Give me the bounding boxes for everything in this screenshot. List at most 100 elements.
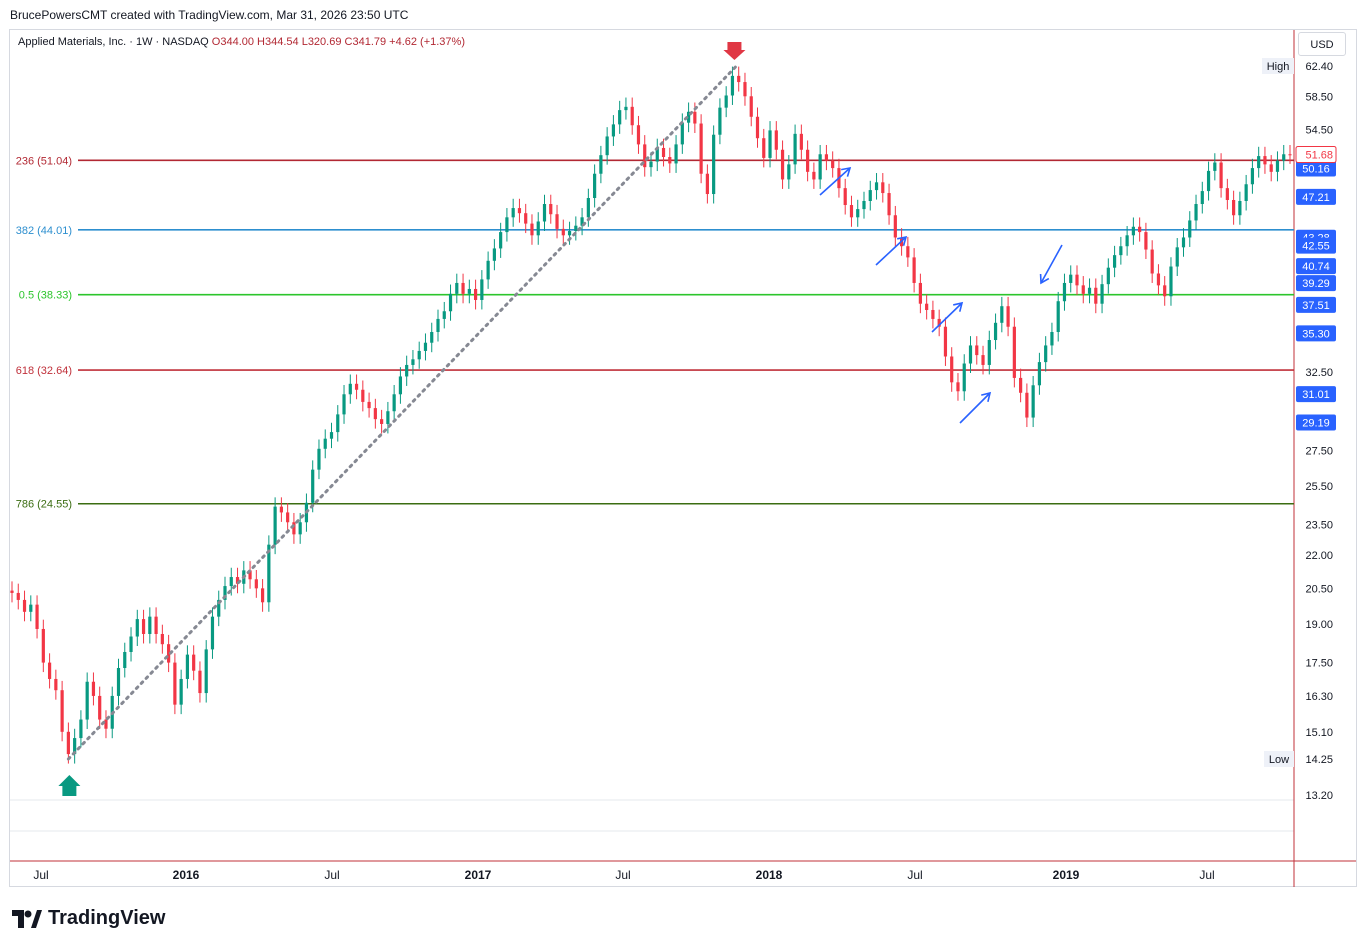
candle <box>831 151 835 178</box>
price-badge: 47.21 <box>1296 188 1336 205</box>
candle-body <box>348 383 352 395</box>
candle-body <box>1094 287 1098 304</box>
candle <box>824 144 829 171</box>
candle <box>235 567 240 594</box>
candle-body <box>35 604 39 629</box>
time-axis-label: 2018 <box>756 868 783 882</box>
candle-body <box>1188 220 1192 238</box>
candle <box>1188 211 1192 247</box>
candle-body <box>599 155 603 174</box>
candle <box>16 583 20 610</box>
candle-body <box>436 318 440 332</box>
candle <box>1181 228 1186 257</box>
candle <box>380 409 384 434</box>
candle <box>1250 158 1255 194</box>
candle-body <box>624 106 628 111</box>
candle-body <box>129 636 133 652</box>
price-axis-label: 14.25 <box>1305 754 1333 766</box>
candle-body <box>336 414 340 433</box>
candle <box>818 144 822 189</box>
currency-button[interactable]: USD <box>1298 32 1346 56</box>
candle-body <box>405 364 409 377</box>
candle <box>925 294 929 320</box>
candle <box>361 380 365 412</box>
candle <box>1169 257 1173 306</box>
candle-body <box>373 408 377 420</box>
candle-body <box>856 209 860 218</box>
candle <box>993 313 998 350</box>
candle <box>868 180 872 211</box>
price-axis-label: 17.50 <box>1305 658 1333 670</box>
candle-body <box>993 322 998 341</box>
candle-body <box>217 599 221 617</box>
candle-body <box>1263 156 1267 165</box>
candle <box>636 115 641 154</box>
candle <box>937 309 941 337</box>
candle <box>505 208 509 242</box>
candle <box>405 355 409 386</box>
candle <box>530 214 534 245</box>
candle-body <box>618 110 622 125</box>
candle-body <box>774 130 778 150</box>
tradingview-logo[interactable]: TradingView <box>12 907 165 930</box>
candle-body <box>448 293 453 312</box>
candle-body <box>843 188 847 206</box>
candle-body <box>273 506 277 545</box>
time-axis-label: 2016 <box>173 868 200 882</box>
candle-body <box>260 588 265 603</box>
candle <box>273 497 277 555</box>
candle <box>398 367 403 404</box>
candle <box>1269 155 1273 182</box>
blue-arrow-4 <box>959 391 992 424</box>
candle <box>618 100 622 134</box>
price-badge: 37.51 <box>1296 296 1336 313</box>
candle-body <box>1250 168 1255 185</box>
candle <box>730 66 735 105</box>
candle <box>1282 144 1286 171</box>
candle <box>1219 153 1223 198</box>
candle-body <box>1257 156 1261 169</box>
candle-body <box>480 279 484 300</box>
candle-body <box>987 340 991 365</box>
candle-body <box>636 125 641 145</box>
candle <box>881 173 885 203</box>
candle <box>1119 236 1123 265</box>
candle <box>430 322 434 353</box>
candle <box>154 607 158 644</box>
candle-body <box>248 570 252 580</box>
candle-body <box>737 75 741 83</box>
candle-body <box>79 719 83 739</box>
candle <box>918 273 922 314</box>
candle <box>1175 238 1179 277</box>
candle-body <box>937 318 941 327</box>
svg-text:42.55: 42.55 <box>1302 241 1330 253</box>
candle-body <box>1169 266 1173 297</box>
candle <box>1125 226 1129 256</box>
candle-body <box>1282 154 1286 161</box>
candle-body <box>1044 345 1048 363</box>
candle <box>793 124 797 174</box>
candle-body <box>1037 362 1042 386</box>
symbol-legend[interactable]: Applied Materials, Inc. · 1W · NASDAQ O3… <box>18 36 465 48</box>
candle <box>561 219 565 245</box>
candle-body <box>780 149 785 180</box>
candle-body <box>893 215 897 238</box>
candle <box>354 374 359 400</box>
candle <box>975 336 979 365</box>
candle <box>198 661 202 703</box>
candle-body <box>442 311 446 319</box>
candle <box>887 183 891 225</box>
symbol-name: Applied Materials, Inc. · 1W · NASDAQ <box>18 36 209 48</box>
candle <box>611 115 616 146</box>
candle-body <box>1244 184 1248 201</box>
candle <box>599 145 603 184</box>
price-badge: 29.19 <box>1296 414 1336 431</box>
candle <box>743 72 747 106</box>
down-arrow-marker <box>723 42 746 60</box>
candle <box>336 405 340 442</box>
candle-body <box>630 106 634 126</box>
candle <box>1200 181 1204 214</box>
candle-body <box>699 123 703 174</box>
candle <box>1075 265 1079 295</box>
